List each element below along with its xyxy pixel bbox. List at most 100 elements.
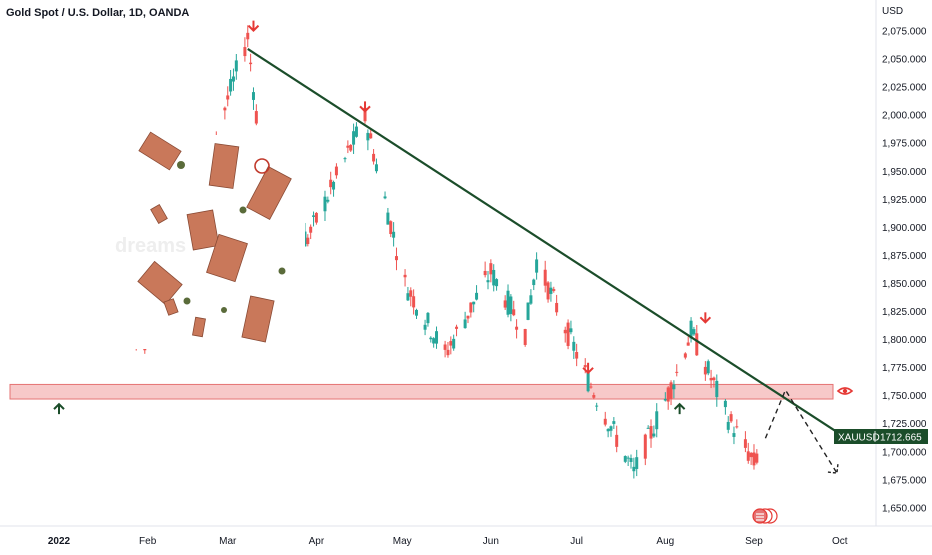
candle-body (683, 353, 687, 358)
candle (503, 295, 507, 310)
down-arrow-icon (699, 312, 712, 324)
candle (492, 264, 496, 292)
flags-icon[interactable] (752, 508, 778, 524)
candle (495, 278, 499, 291)
candle (732, 426, 736, 445)
inset-photo: dreams (34, 131, 305, 349)
candle (532, 278, 536, 291)
candle-body (426, 312, 430, 324)
projection-path (764, 388, 838, 474)
candle (386, 207, 390, 225)
price-tick-label: 2,000.000 (882, 111, 927, 122)
badge-symbol: XAUUSD (838, 433, 880, 444)
candle-body (583, 365, 587, 368)
candle-body (743, 439, 747, 448)
candle (254, 104, 258, 126)
candle (735, 419, 739, 429)
candle-body (314, 212, 318, 223)
candle-body (652, 433, 656, 437)
candle-body (383, 196, 387, 199)
candle-body (223, 107, 227, 111)
price-tick-label: 1,700.000 (882, 447, 927, 458)
candle-body (606, 429, 610, 432)
price-tick-label: 1,675.000 (882, 475, 927, 486)
price-tick-label: 2,025.000 (882, 83, 927, 94)
candle-body (575, 351, 579, 359)
candle (223, 106, 227, 120)
candle (415, 308, 418, 319)
trendline-group (247, 48, 841, 435)
candle (346, 140, 350, 154)
candle (755, 449, 759, 465)
candle-body (669, 382, 673, 399)
candle (512, 300, 516, 317)
down-arrow-icon (359, 101, 371, 113)
candle (326, 196, 330, 204)
candle-body (726, 421, 730, 430)
candle (443, 340, 447, 358)
candle-body (626, 457, 630, 459)
candle-body (595, 405, 599, 407)
candle-body (749, 452, 753, 458)
candle-body (469, 302, 473, 313)
candle (455, 324, 459, 337)
candle-body (629, 458, 633, 462)
time-tick-label: 2022 (48, 536, 71, 547)
candle (352, 123, 356, 154)
candle (229, 69, 233, 96)
candle (309, 224, 313, 240)
eye-icon[interactable] (836, 387, 854, 395)
candle-body (755, 453, 759, 463)
watermark-text: dreams (115, 235, 186, 257)
candle (452, 334, 456, 351)
candle (675, 364, 679, 377)
candle-body (603, 418, 607, 425)
candle (226, 86, 230, 107)
price-tick-label: 2,050.000 (882, 55, 927, 66)
candle-body (449, 341, 453, 346)
time-axis[interactable]: 2022 Feb Mar Apr May Jun Jul Aug Sep Oct (0, 525, 932, 547)
price-tick-label: 1,750.000 (882, 391, 927, 402)
candle (314, 212, 318, 225)
candle (635, 449, 639, 477)
candle-body (354, 126, 358, 137)
candle-body (569, 328, 573, 333)
candle-body (492, 269, 496, 286)
candle (692, 326, 696, 336)
candle-body (509, 296, 513, 314)
candle-body (709, 377, 713, 381)
price-axis[interactable]: 1,650.000 1,675.000 1,700.000 1,725.000 1,75… (875, 0, 927, 526)
candle-body (706, 361, 710, 374)
candle-body (372, 153, 376, 162)
candle-body (735, 426, 739, 428)
candle-body (326, 199, 330, 202)
coins-illustration (177, 161, 286, 313)
candle (555, 294, 559, 316)
candle-body (615, 434, 619, 447)
candle-body (635, 457, 639, 469)
candle-body (435, 331, 439, 344)
candle-body (695, 333, 699, 356)
candle-body (366, 132, 370, 141)
candle (646, 425, 650, 429)
candle-body (309, 226, 313, 233)
candle-body (532, 279, 536, 286)
candle (389, 220, 393, 238)
candle (234, 54, 238, 80)
candle-body (746, 451, 750, 461)
candle (523, 328, 527, 347)
candle-body (486, 280, 490, 283)
candle (669, 380, 673, 406)
candle-body (506, 290, 510, 315)
candle-body (229, 78, 233, 92)
resistance-trendline (247, 48, 841, 435)
candle (569, 320, 573, 335)
candle (572, 336, 576, 359)
candle (706, 359, 710, 376)
candle (475, 285, 479, 301)
candle-body (455, 326, 459, 329)
candle-body (566, 322, 570, 346)
candle (649, 419, 653, 448)
